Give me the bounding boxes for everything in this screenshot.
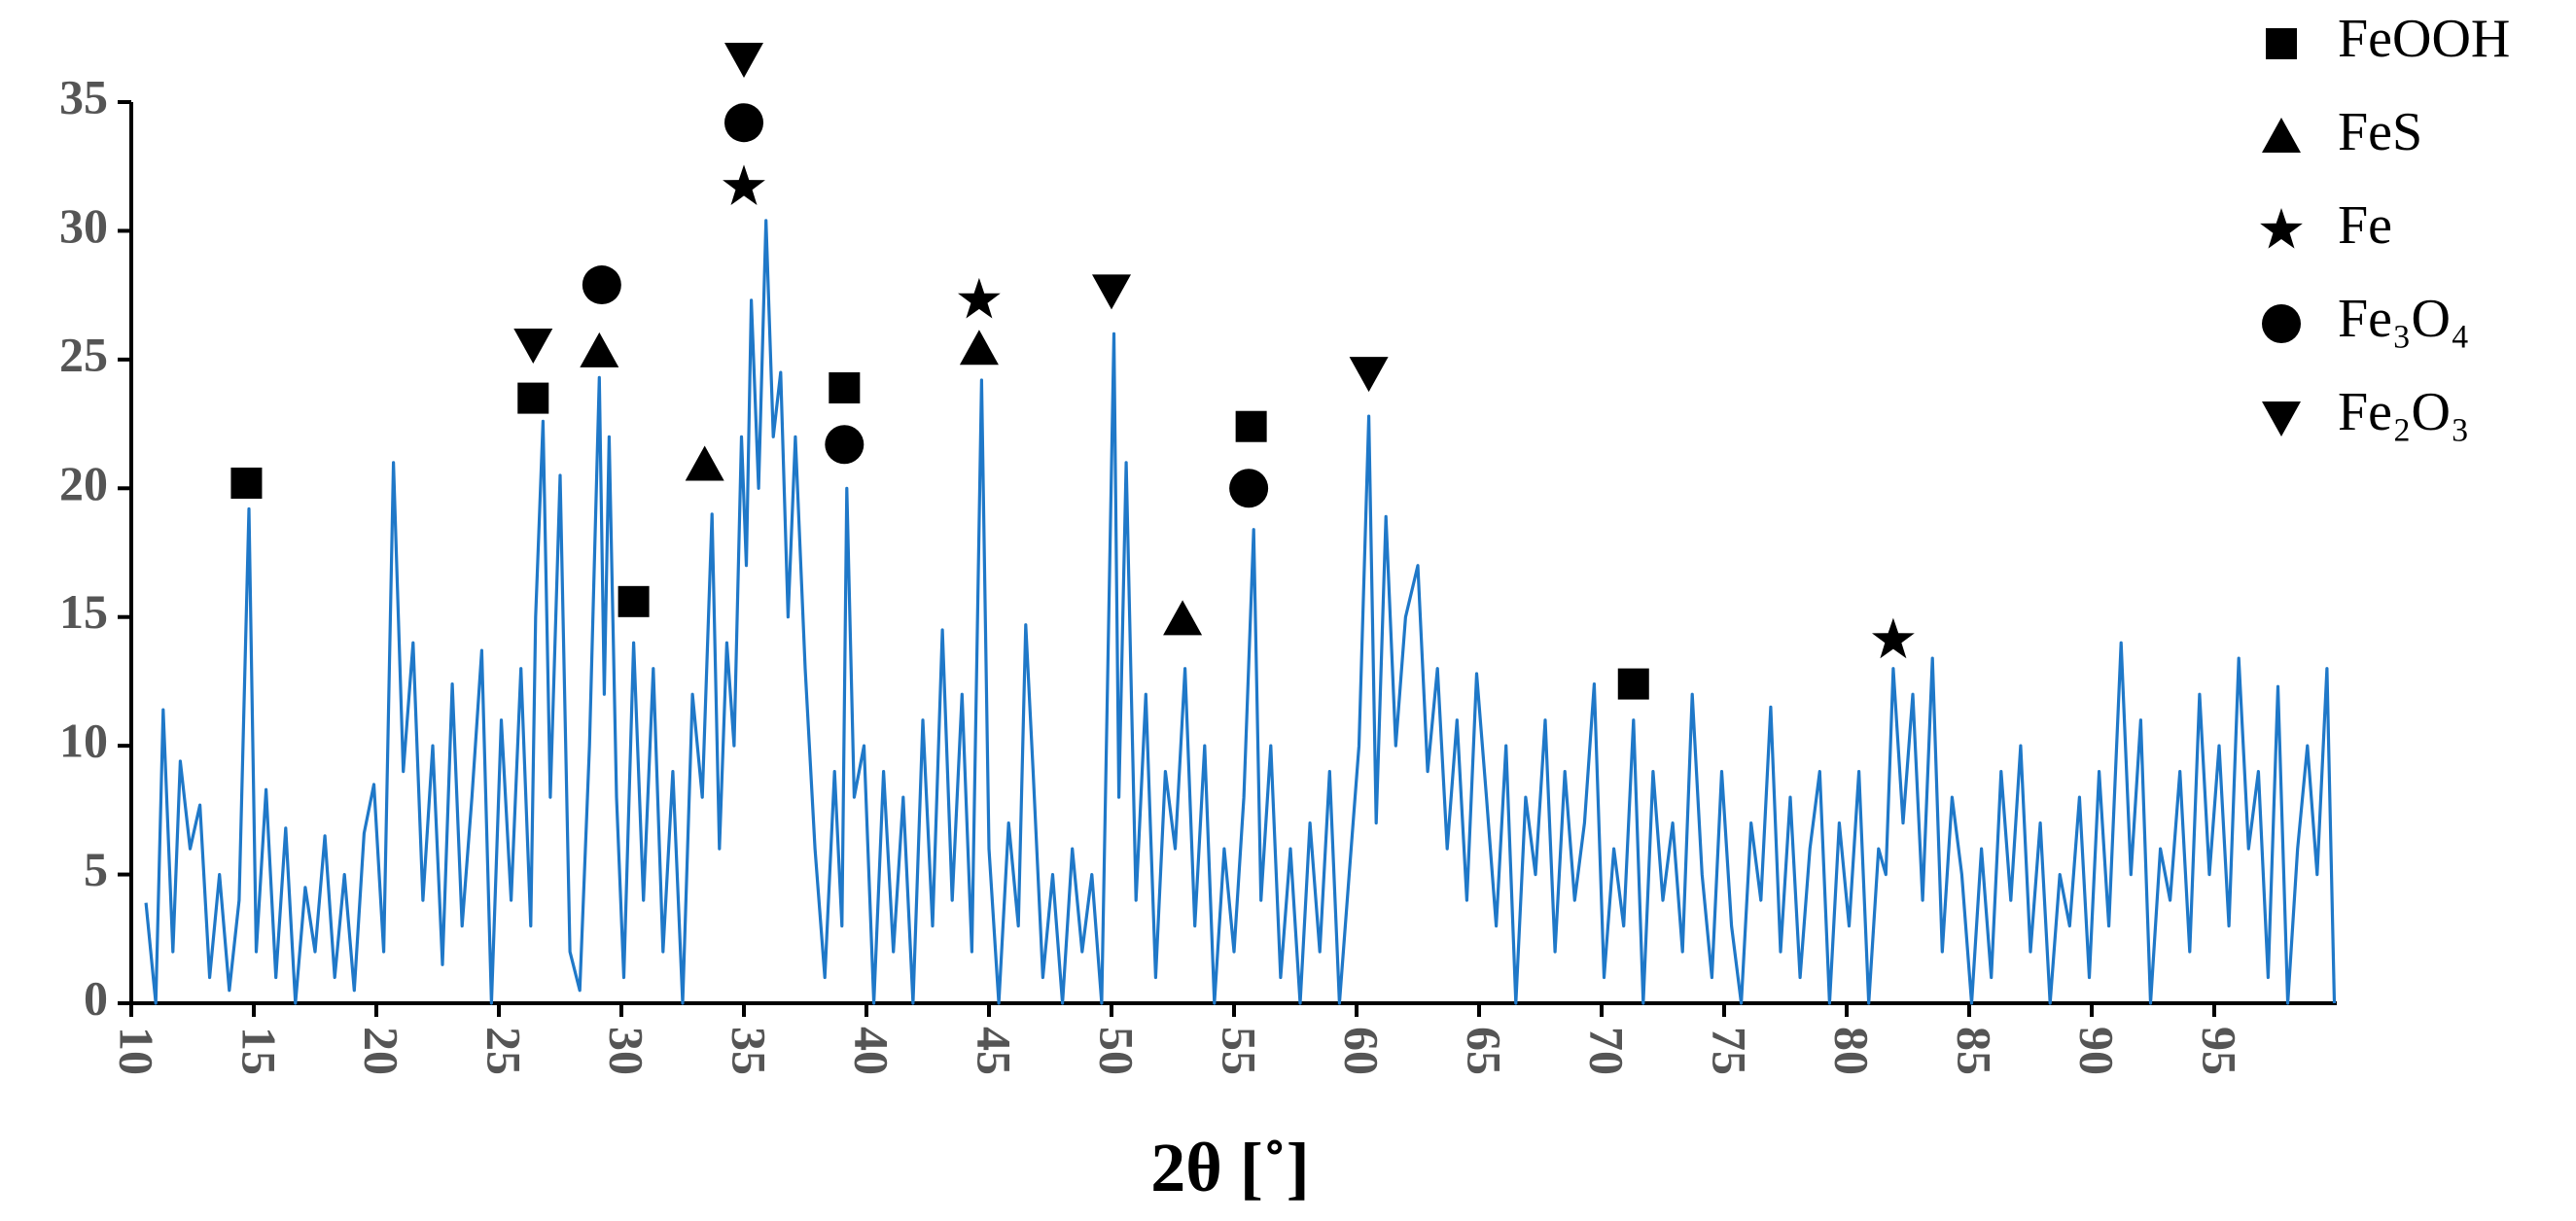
x-tick-label: 25 (477, 1027, 532, 1075)
legend-label: FeOOH (2338, 9, 2510, 69)
legend-label: FeS (2338, 102, 2422, 162)
x-tick-label: 95 (2193, 1027, 2247, 1075)
x-tick-label: 40 (845, 1027, 900, 1075)
x-tick-label: 20 (355, 1027, 409, 1075)
y-tick-label: 35 (59, 69, 108, 123)
x-tick-label: 80 (1825, 1027, 1880, 1075)
legend-marker (2260, 208, 2303, 249)
x-tick-label: 15 (232, 1027, 287, 1075)
phase-marker (825, 425, 865, 465)
y-tick-label: 10 (59, 714, 108, 768)
x-tick-label: 75 (1703, 1027, 1757, 1075)
x-tick-label: 10 (110, 1027, 164, 1075)
legend-marker (2262, 118, 2301, 153)
phase-marker (1163, 600, 1203, 636)
x-tick-label: 70 (1580, 1027, 1635, 1075)
phase-marker (230, 467, 263, 499)
phase-marker (1235, 410, 1267, 442)
phase-marker (724, 103, 763, 143)
phase-marker (1092, 274, 1131, 310)
x-tick-label: 55 (1213, 1027, 1267, 1075)
y-tick-label: 5 (84, 842, 108, 896)
x-axis-label: 2θ [˚] (1150, 1129, 1310, 1206)
x-tick-label: 50 (1090, 1027, 1145, 1075)
phase-marker (1872, 617, 1915, 659)
legend-marker (2262, 304, 2301, 343)
phase-marker (513, 328, 553, 364)
y-tick-label: 30 (59, 198, 108, 253)
legend-label: Fe₂O₃ (2338, 382, 2470, 442)
y-tick-label: 20 (59, 456, 108, 510)
x-tick-label: 90 (2070, 1027, 2125, 1075)
phase-marker (958, 277, 1001, 319)
phase-marker (685, 445, 724, 481)
phase-marker (829, 371, 861, 403)
phase-marker (1349, 357, 1389, 393)
phase-marker (582, 265, 621, 305)
x-tick-label: 65 (1458, 1027, 1512, 1075)
phase-marker (580, 331, 619, 367)
legend-marker (2266, 28, 2297, 59)
legend-marker (2262, 401, 2301, 436)
legend-label: Fe₃O₄ (2338, 289, 2470, 349)
phase-marker (618, 585, 650, 617)
legend-label: Fe (2338, 195, 2392, 256)
y-tick-label: 15 (59, 584, 108, 639)
x-tick-label: 60 (1335, 1027, 1390, 1075)
x-tick-label: 85 (1948, 1027, 2002, 1075)
phase-marker (1617, 668, 1649, 700)
phase-marker (517, 382, 549, 414)
x-tick-label: 35 (723, 1027, 777, 1075)
phase-marker (959, 330, 999, 366)
y-tick-label: 0 (84, 970, 108, 1025)
y-tick-label: 25 (59, 327, 108, 381)
phase-marker (723, 164, 765, 205)
phase-marker (724, 42, 763, 78)
phase-marker (1229, 469, 1269, 508)
x-tick-label: 30 (600, 1027, 654, 1075)
x-tick-label: 45 (968, 1027, 1022, 1075)
data-line (144, 219, 2337, 1005)
